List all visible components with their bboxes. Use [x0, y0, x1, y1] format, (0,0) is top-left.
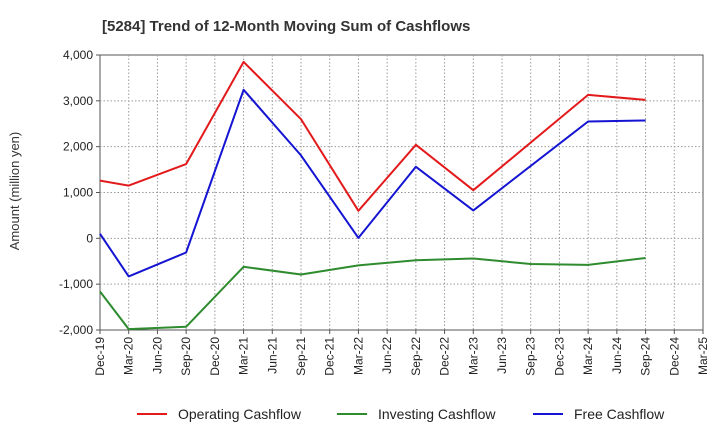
x-tick-label: Sep-23 [524, 337, 538, 376]
legend-label-1: Operating Cashflow [178, 406, 302, 422]
series-line-2 [99, 257, 646, 331]
x-tick-label: Sep-21 [294, 337, 308, 376]
x-tick-label: Sep-22 [409, 337, 423, 376]
legend-label-3: Free Cashflow [574, 406, 665, 422]
x-tick-label: Dec-19 [93, 337, 107, 376]
y-tick-label: 0 [86, 231, 93, 245]
x-tick-label: Dec-23 [552, 337, 566, 376]
chart-title: [5284] Trend of 12-Month Moving Sum of C… [102, 18, 470, 35]
x-tick-label: Jun-23 [495, 337, 509, 374]
x-tick-label: Dec-20 [208, 337, 222, 376]
x-tick-label: Dec-21 [323, 337, 337, 376]
x-tick-label: Mar-24 [581, 337, 595, 375]
x-tick-label: Mar-22 [351, 337, 365, 375]
series-line-1 [99, 60, 646, 212]
x-axis-ticks: Dec-19 Mar-20 Jun-20 Sep-20 Dec-20 Mar-21 Jun-… [93, 330, 710, 376]
x-tick-label: Mar-20 [122, 337, 136, 375]
x-tick-label: Jun-21 [265, 337, 279, 374]
legend-label-2: Investing Cashflow [378, 406, 496, 422]
y-tick-label: 2,000 [63, 140, 93, 154]
y-axis-label: Amount (million yen) [7, 132, 22, 251]
y-axis-ticks: -2,000 -1,000 0 1,000 2,000 3,000 4,000 [59, 48, 100, 337]
y-tick-label: 3,000 [63, 94, 93, 108]
x-tick-label: Jun-20 [150, 337, 164, 374]
gridlines [100, 55, 703, 330]
series-line-3 [99, 88, 646, 278]
x-tick-label: Mar-23 [466, 337, 480, 375]
y-tick-label: 4,000 [63, 48, 93, 62]
x-tick-label: Dec-22 [438, 337, 452, 376]
x-tick-label: Dec-24 [667, 337, 681, 376]
legend: Operating Cashflow Investing Cashflow Free… [137, 406, 665, 422]
x-tick-label: Mar-21 [237, 337, 251, 375]
series-lines [99, 60, 646, 331]
y-tick-label: -2,000 [59, 323, 93, 337]
y-tick-label: 1,000 [63, 186, 93, 200]
x-tick-label: Sep-20 [179, 337, 193, 376]
x-tick-label: Mar-25 [696, 337, 710, 375]
x-tick-label: Jun-22 [380, 337, 394, 374]
y-tick-label: -1,000 [59, 277, 93, 291]
x-tick-label: Sep-24 [639, 337, 653, 376]
x-tick-label: Jun-24 [610, 337, 624, 374]
